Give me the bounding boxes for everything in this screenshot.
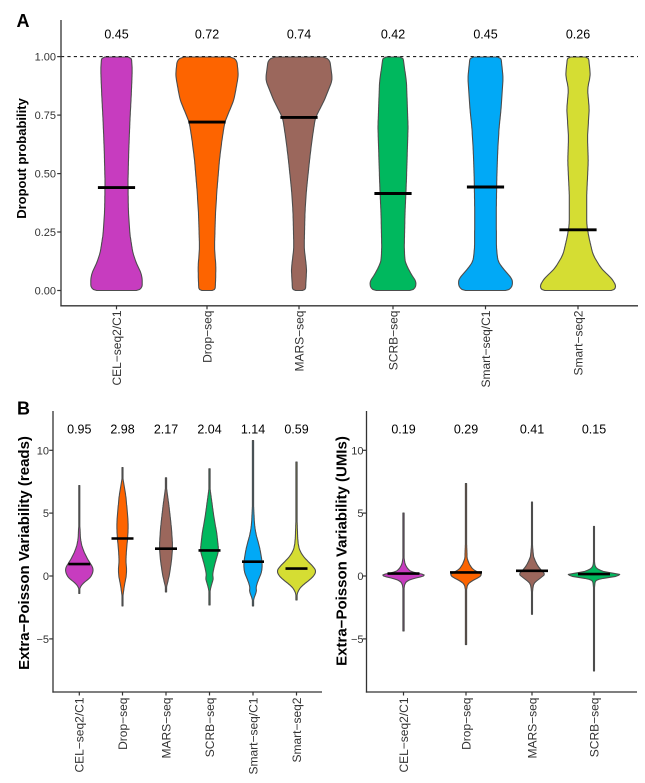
svg-text:2.98: 2.98 [110, 423, 134, 437]
svg-text:0.19: 0.19 [391, 423, 415, 437]
svg-text:0.72: 0.72 [195, 28, 219, 42]
svg-text:1.14: 1.14 [241, 423, 265, 437]
svg-text:CEL−seq2/C1: CEL−seq2/C1 [110, 310, 124, 385]
svg-text:B: B [17, 399, 30, 419]
svg-text:5: 5 [43, 508, 49, 520]
svg-text:0.29: 0.29 [454, 423, 478, 437]
svg-text:0: 0 [357, 571, 363, 583]
svg-text:−5: −5 [36, 634, 49, 646]
svg-text:0: 0 [43, 571, 49, 583]
svg-text:Extra−Poisson Variability (UMI: Extra−Poisson Variability (UMIs) [334, 436, 351, 666]
svg-text:Smart−seq2: Smart−seq2 [290, 697, 304, 762]
svg-text:MARS−seq: MARS−seq [525, 698, 539, 759]
svg-text:MARS−seq: MARS−seq [292, 311, 306, 372]
svg-text:0.50: 0.50 [35, 169, 56, 181]
svg-text:Drop−seq: Drop−seq [459, 698, 473, 750]
svg-text:10: 10 [351, 445, 363, 457]
svg-text:0.42: 0.42 [381, 28, 405, 42]
svg-text:0.26: 0.26 [566, 28, 590, 42]
svg-text:CEL−seq2/C1: CEL−seq2/C1 [397, 697, 411, 772]
svg-text:0.45: 0.45 [104, 28, 128, 42]
svg-text:CEL−seq2/C1: CEL−seq2/C1 [73, 697, 87, 772]
svg-text:Smart−seq/C1: Smart−seq/C1 [479, 310, 493, 387]
svg-text:5: 5 [357, 508, 363, 520]
svg-text:0.15: 0.15 [582, 423, 606, 437]
svg-text:MARS−seq: MARS−seq [159, 698, 173, 759]
svg-text:0.41: 0.41 [520, 423, 544, 437]
svg-text:10: 10 [37, 445, 49, 457]
svg-text:0.75: 0.75 [35, 110, 56, 122]
svg-text:SCRB−seq: SCRB−seq [203, 698, 217, 758]
svg-text:−5: −5 [351, 634, 364, 646]
svg-text:Smart−seq2: Smart−seq2 [571, 310, 585, 375]
svg-text:SCRB−seq: SCRB−seq [587, 698, 601, 758]
svg-text:0.25: 0.25 [35, 227, 56, 239]
svg-text:2.17: 2.17 [154, 423, 178, 437]
svg-text:Drop−seq: Drop−seq [116, 698, 130, 750]
svg-text:A: A [17, 11, 30, 31]
svg-text:SCRB−seq: SCRB−seq [386, 311, 400, 371]
svg-text:0.45: 0.45 [473, 28, 497, 42]
svg-text:0.74: 0.74 [287, 28, 311, 42]
svg-text:Dropout probability: Dropout probability [14, 97, 29, 218]
svg-text:Smart−seq/C1: Smart−seq/C1 [246, 697, 260, 774]
svg-text:0.00: 0.00 [35, 286, 56, 298]
svg-text:Extra−Poisson Variability (rea: Extra−Poisson Variability (reads) [16, 436, 33, 670]
svg-text:Drop−seq: Drop−seq [200, 311, 214, 363]
svg-text:1.00: 1.00 [35, 52, 56, 64]
svg-text:2.04: 2.04 [197, 423, 221, 437]
svg-text:0.59: 0.59 [284, 423, 308, 437]
svg-text:0.95: 0.95 [67, 423, 91, 437]
